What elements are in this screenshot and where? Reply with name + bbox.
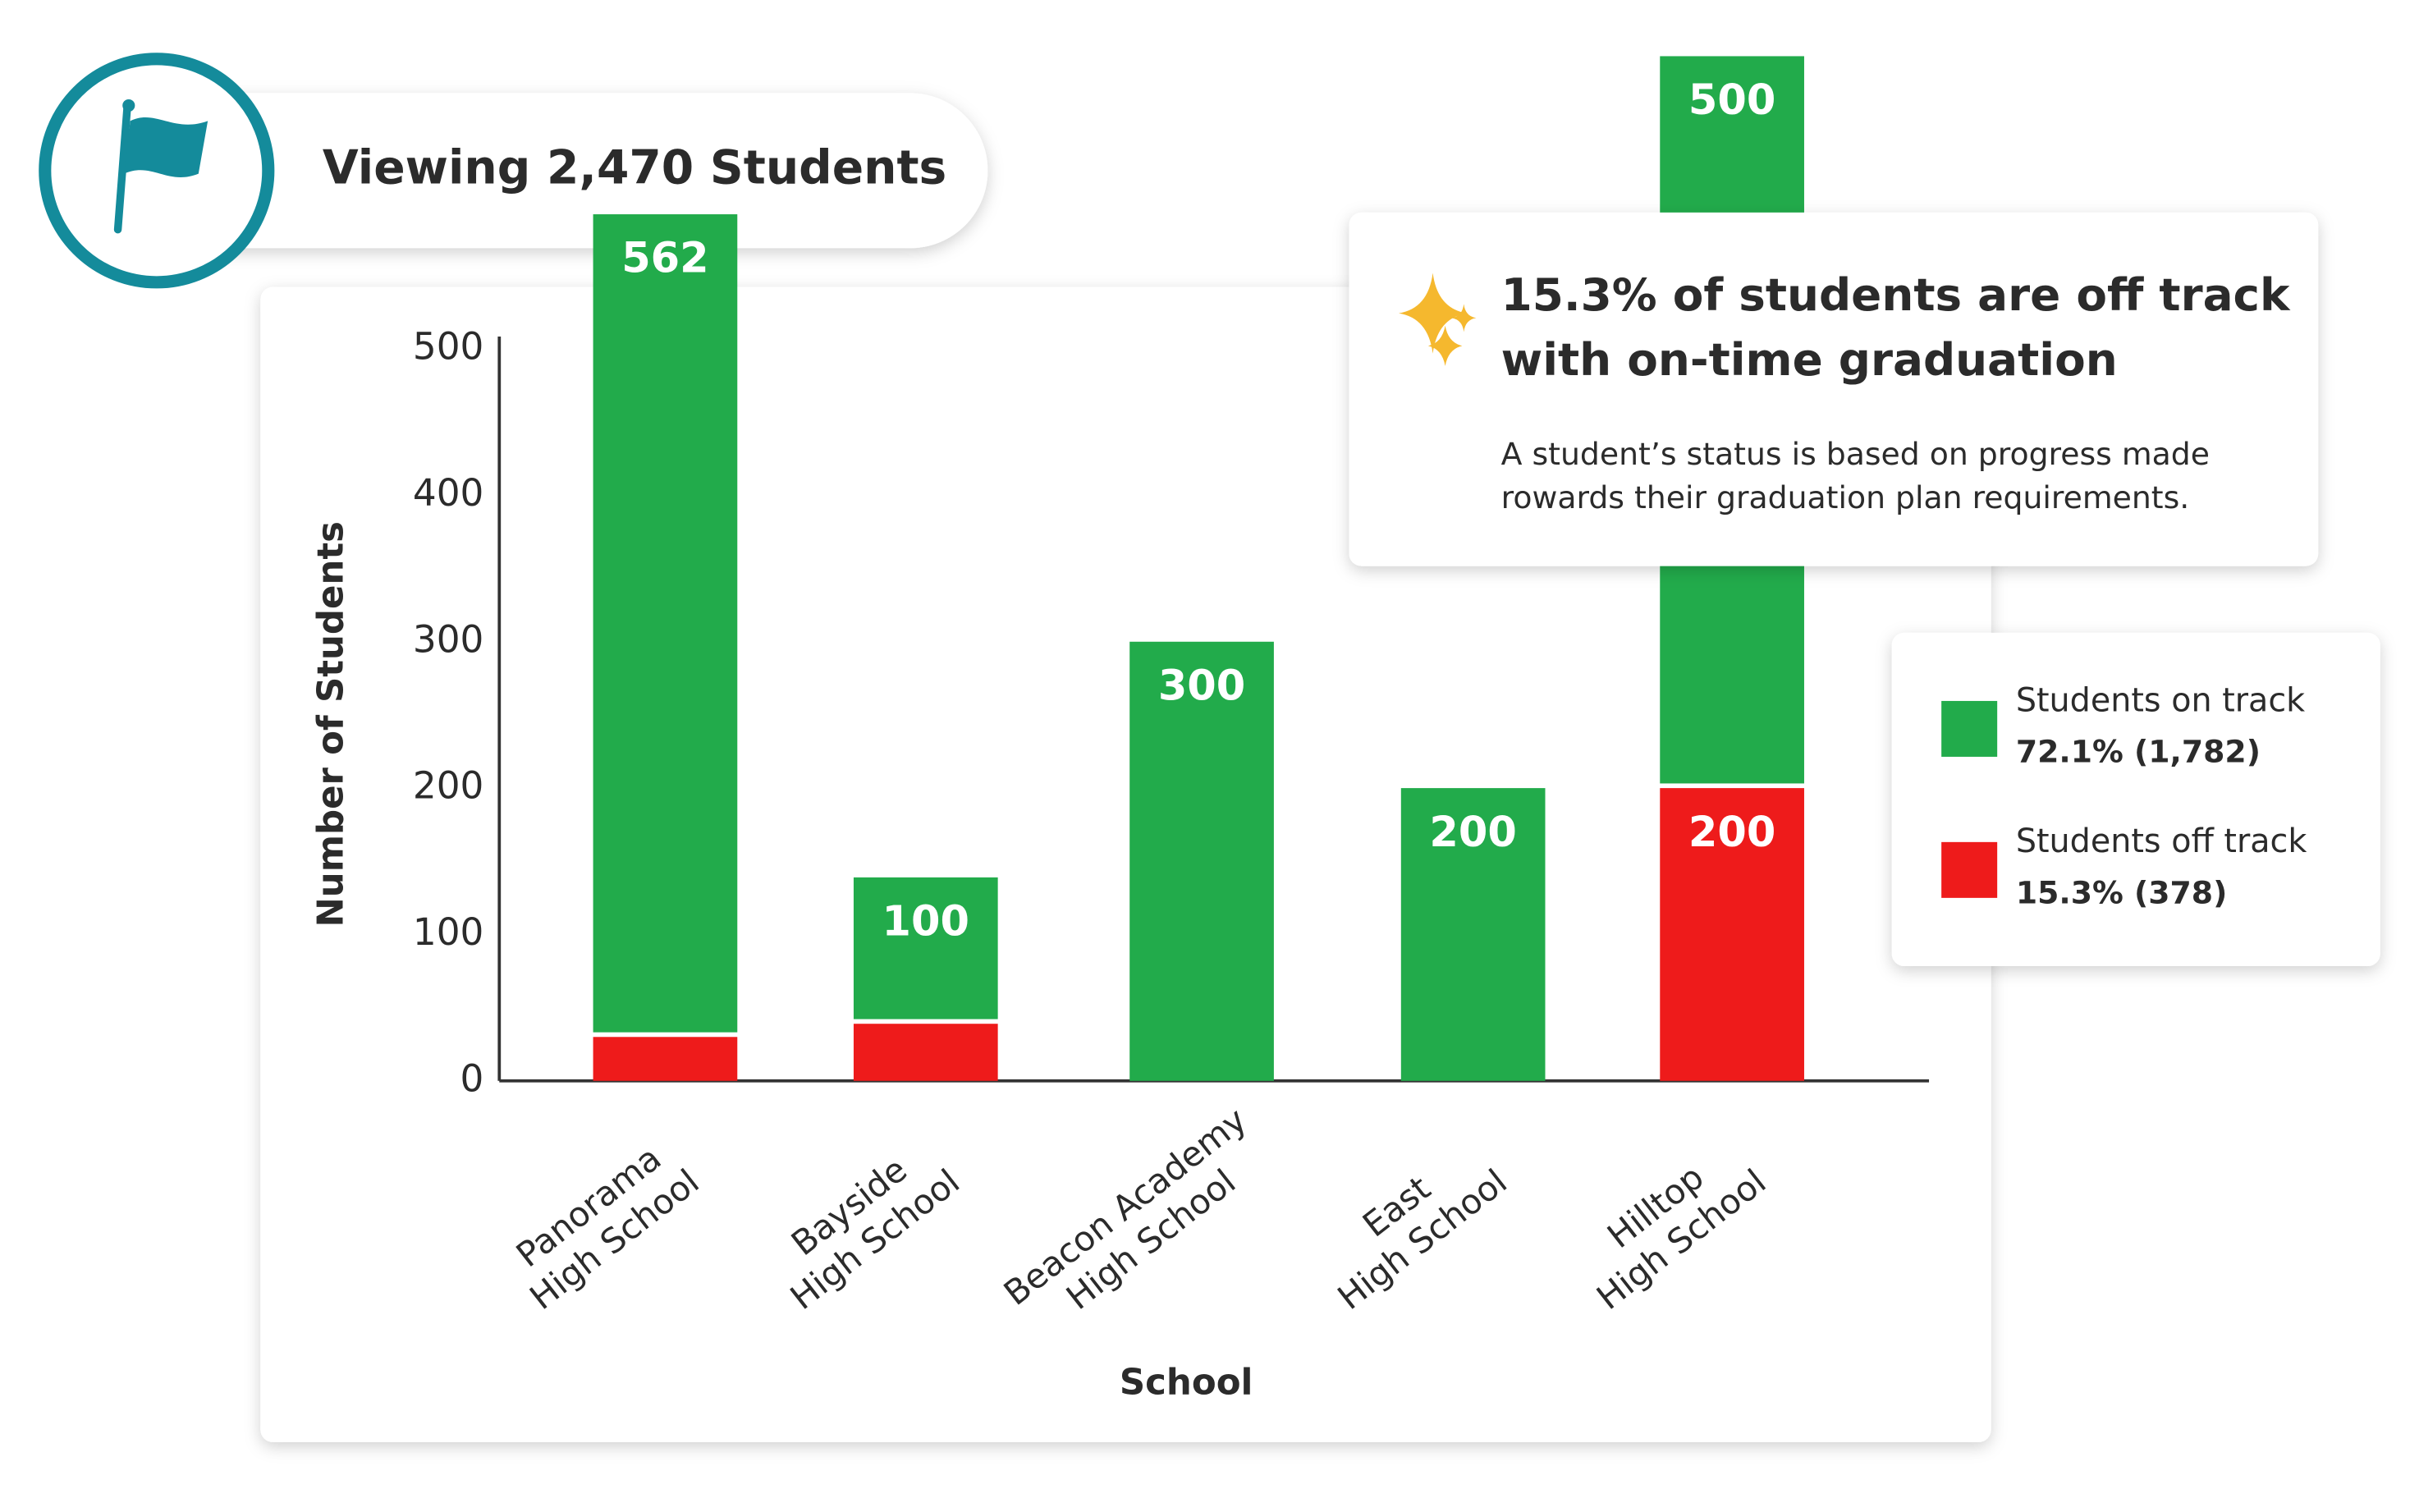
bar-label: 200	[1429, 809, 1516, 857]
bar-label: 562	[621, 235, 708, 283]
y-tick-label: 400	[413, 471, 484, 515]
legend-name: Students off track	[2016, 822, 2307, 860]
insight-title: 15.3% of students are off track	[1501, 268, 2291, 321]
legend-swatch	[1941, 700, 1998, 757]
y-tick-label: 200	[413, 764, 484, 808]
legend-swatch	[1941, 841, 1998, 898]
y-tick-label: 100	[413, 910, 484, 954]
sparkle-icon	[1398, 273, 1477, 366]
legend-name: Students on track	[2016, 681, 2305, 719]
bar	[1660, 788, 1804, 1081]
bar-label: 500	[1688, 76, 1775, 125]
bar-label: 300	[1158, 662, 1245, 710]
header: Viewing 2,470 Students	[39, 53, 988, 289]
legend-box	[1891, 632, 2380, 966]
legend-detail: 72.1% (1,782)	[2016, 734, 2261, 770]
bar	[853, 877, 998, 1019]
insight-box	[1349, 212, 2319, 566]
bar-label: 200	[1688, 809, 1775, 857]
insight-title: with on-time graduation	[1501, 333, 2118, 386]
insight-card: 15.3% of students are off track with on-…	[1349, 212, 2319, 566]
legend-detail: 15.3% (378)	[2016, 875, 2228, 911]
flag-icon	[113, 99, 208, 234]
y-tick-label: 300	[413, 617, 484, 661]
bar	[853, 1024, 998, 1081]
y-tick-label: 500	[413, 325, 484, 369]
bar	[593, 214, 738, 1033]
y-tick-label: 0	[460, 1056, 484, 1100]
bar	[593, 1037, 738, 1081]
bar	[1129, 641, 1274, 1081]
x-axis-label: School	[1120, 1363, 1253, 1404]
bar	[1400, 788, 1546, 1081]
insight-text: A student’s status is based on progress …	[1501, 436, 2210, 472]
y-axis-label: Number of Students	[311, 521, 352, 928]
header-pill	[62, 93, 988, 249]
legend: Students on track 72.1% (1,782) Students o…	[1891, 632, 2380, 966]
header-title: Viewing 2,470 Students	[323, 140, 946, 195]
bar-label: 100	[882, 898, 969, 946]
insight-text: rowards their graduation plan requiremen…	[1501, 479, 2190, 515]
